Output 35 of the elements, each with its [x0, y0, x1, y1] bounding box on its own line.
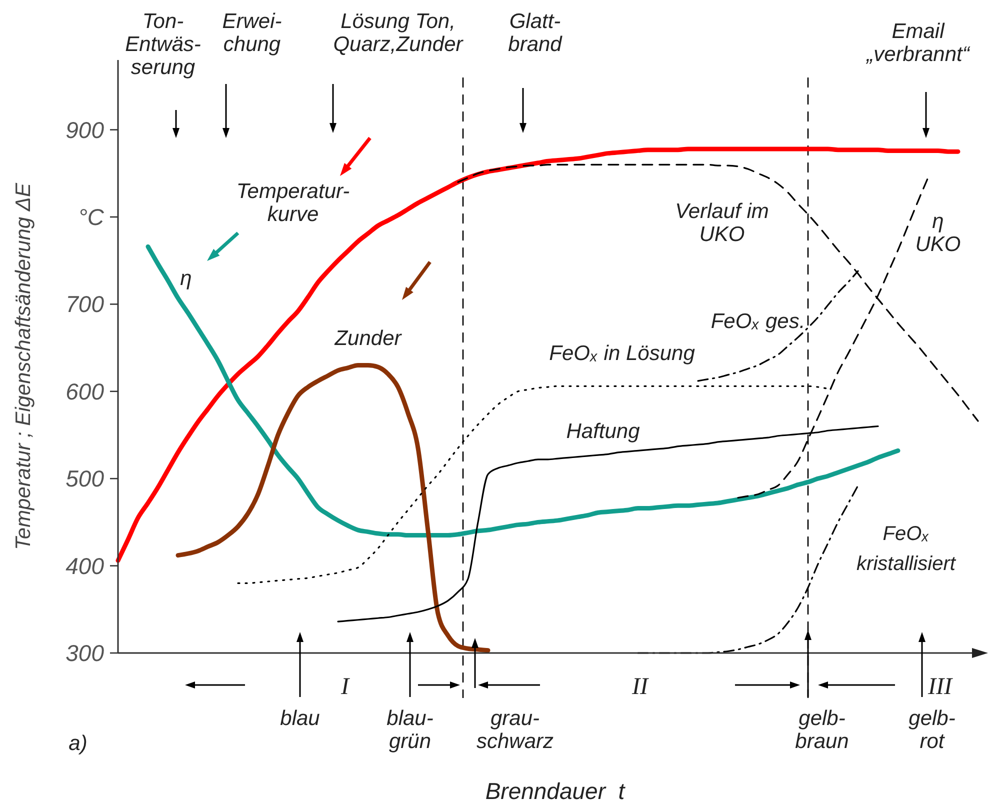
y-tick-label: °C: [78, 204, 104, 230]
y-tick-label: 400: [66, 552, 104, 579]
annotation: η UKO: [915, 210, 961, 256]
y-axis-title: Temperatur ; Eigenschaftsänderung ΔE: [12, 182, 35, 550]
text: gelb- braun: [795, 707, 849, 753]
text: Lösung Ton, Quarz,Zunder: [333, 10, 464, 56]
annotation: Temperatur- kurve: [236, 180, 350, 226]
annotation: Verlauf im UKO: [675, 200, 769, 246]
y-tick-label: 300: [66, 640, 104, 666]
text: III: [927, 674, 953, 700]
text: II: [631, 674, 649, 700]
y-tick-label: 500: [66, 466, 104, 492]
text: gelb- rot: [908, 707, 956, 753]
annotation: η: [180, 267, 192, 290]
text: a): [68, 732, 88, 755]
text: blau: [280, 707, 320, 730]
annotation: FeOₓ ges.: [710, 310, 806, 333]
annotation: FeOₓ kristallisiert: [856, 523, 957, 575]
annotation: FeOₓ in Lösung: [549, 342, 696, 365]
text: I: [340, 674, 350, 700]
annotation: Zunder: [334, 327, 402, 350]
x-axis-title: Brenndauer t: [485, 778, 626, 804]
annotation: Haftung: [566, 420, 640, 443]
y-tick-label: 600: [66, 378, 104, 404]
text: grau- schwarz: [476, 707, 554, 753]
y-tick-label: 900: [66, 116, 104, 143]
line-series: [697, 270, 859, 382]
annotation: Email „verbrannt“: [866, 20, 970, 66]
text: Erwei- chung: [222, 10, 282, 56]
y-tick-label: 700: [66, 291, 104, 318]
line-series: [237, 385, 829, 584]
annotation: Ton- Entwäs- serung: [125, 10, 201, 79]
line-series: [176, 362, 490, 653]
text: blau- grün: [386, 707, 434, 753]
text: Glatt- brand: [508, 10, 564, 56]
